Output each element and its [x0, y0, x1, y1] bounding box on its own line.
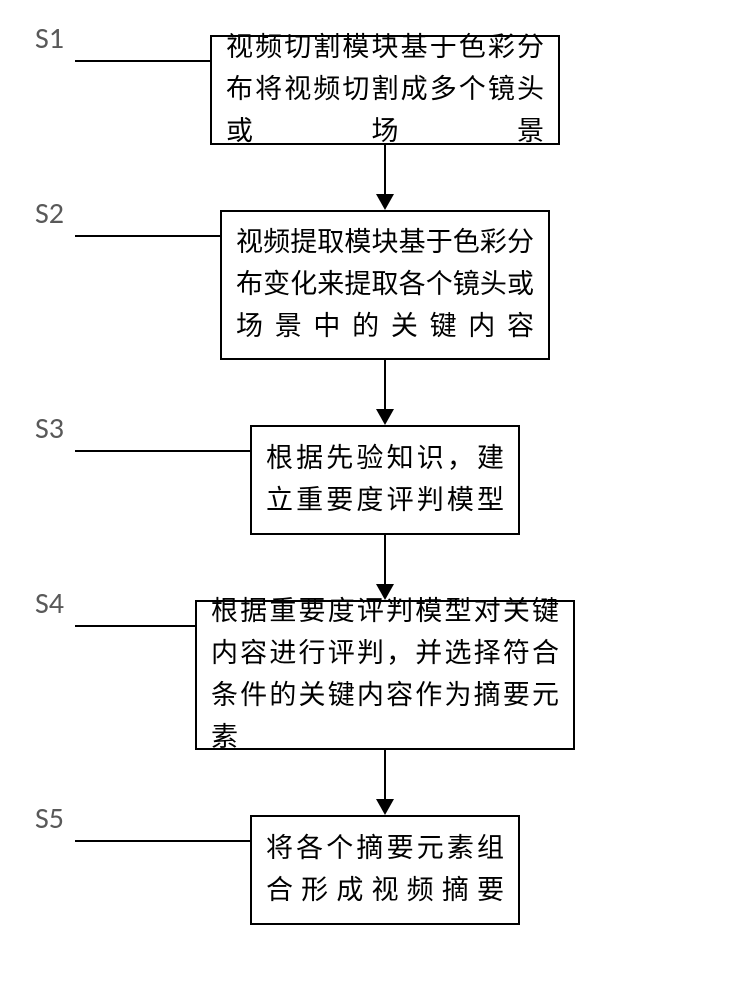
step-box-s4: 根据重要度评判模型对关键内容进行评判，并选择符合条件的关键内容作为摘要元素 [195, 600, 575, 750]
arrow-s1-s2-head [376, 194, 394, 210]
step-box-s2: 视频提取模块基于色彩分布变化来提取各个镜头或场景中的关键内容 [220, 210, 550, 360]
arrow-s3-s4-line [384, 535, 386, 584]
step-label-s3: S3 [35, 410, 64, 447]
arrow-s2-s3-head [376, 409, 394, 425]
step-label-s5: S5 [35, 800, 64, 837]
label-connector-s5 [75, 840, 250, 842]
label-connector-s1 [75, 60, 210, 62]
step-label-s1: S1 [35, 20, 64, 57]
arrow-s2-s3-line [384, 360, 386, 409]
step-text-s1: 视频切割模块基于色彩分布将视频切割成多个镜头或场景 [226, 27, 544, 153]
step-text-s5: 将各个摘要元素组合形成视频摘要 [266, 828, 504, 912]
label-connector-s4 [75, 625, 195, 627]
step-box-s5: 将各个摘要元素组合形成视频摘要 [250, 815, 520, 925]
step-text-s4: 根据重要度评判模型对关键内容进行评判，并选择符合条件的关键内容作为摘要元素 [211, 591, 559, 758]
label-connector-s3 [75, 450, 250, 452]
step-label-s4: S4 [35, 585, 64, 622]
step-text-s2: 视频提取模块基于色彩分布变化来提取各个镜头或场景中的关键内容 [236, 222, 534, 348]
step-label-s2: S2 [35, 195, 64, 232]
label-connector-s2 [75, 235, 220, 237]
step-box-s1: 视频切割模块基于色彩分布将视频切割成多个镜头或场景 [210, 35, 560, 145]
arrow-s3-s4-head [376, 584, 394, 600]
step-text-s3: 根据先验知识，建立重要度评判模型 [266, 438, 504, 522]
step-box-s3: 根据先验知识，建立重要度评判模型 [250, 425, 520, 535]
arrow-s1-s2-line [384, 145, 386, 194]
arrow-s4-s5-line [384, 750, 386, 799]
arrow-s4-s5-head [376, 799, 394, 815]
